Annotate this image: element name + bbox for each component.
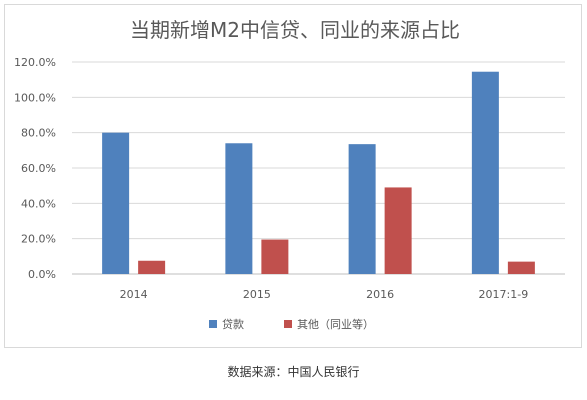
bar-other-2014 [138,260,166,274]
y-tick-label: 60.0% [21,162,56,175]
bar-loans-2014 [102,132,130,274]
y-tick-label: 0.0% [28,268,56,281]
x-tick-label: 2016 [366,288,394,301]
bar-other-2015 [261,239,289,274]
x-axis-ticks: 2014 2015 2016 2017:1-9 [120,288,529,301]
source-note: 数据来源：中国人民银行 [227,365,360,379]
y-tick-label: 20.0% [21,233,56,246]
y-tick-label: 120.0% [14,56,56,69]
bar-loans-2016 [348,144,376,274]
y-tick-label: 100.0% [14,91,56,104]
x-tick-label: 2015 [243,288,271,301]
legend-swatch [284,320,292,328]
bar-chart: 当期新增M2中信贷、同业的来源占比 0.0% 20.0% 40.0% 60.0% 80.… [14,18,565,331]
bar-loans-2015 [225,143,253,274]
chart-title: 当期新增M2中信贷、同业的来源占比 [130,18,460,42]
x-tick-label: 2014 [120,288,148,301]
legend-swatch [209,320,217,328]
bar-loans-2017:1-9 [471,71,499,274]
legend: 贷款 其他（同业等） [209,317,374,331]
y-tick-label: 40.0% [21,197,56,210]
legend-label: 其他（同业等） [297,317,374,331]
y-tick-label: 80.0% [21,127,56,140]
bar-other-2016 [384,187,412,274]
y-axis-ticks: 0.0% 20.0% 40.0% 60.0% 80.0% 100.0% 120.0% [14,56,56,281]
bars [102,71,535,274]
x-tick-label: 2017:1-9 [479,288,529,301]
bar-other-2017:1-9 [507,261,535,274]
legend-label: 贷款 [222,317,244,331]
